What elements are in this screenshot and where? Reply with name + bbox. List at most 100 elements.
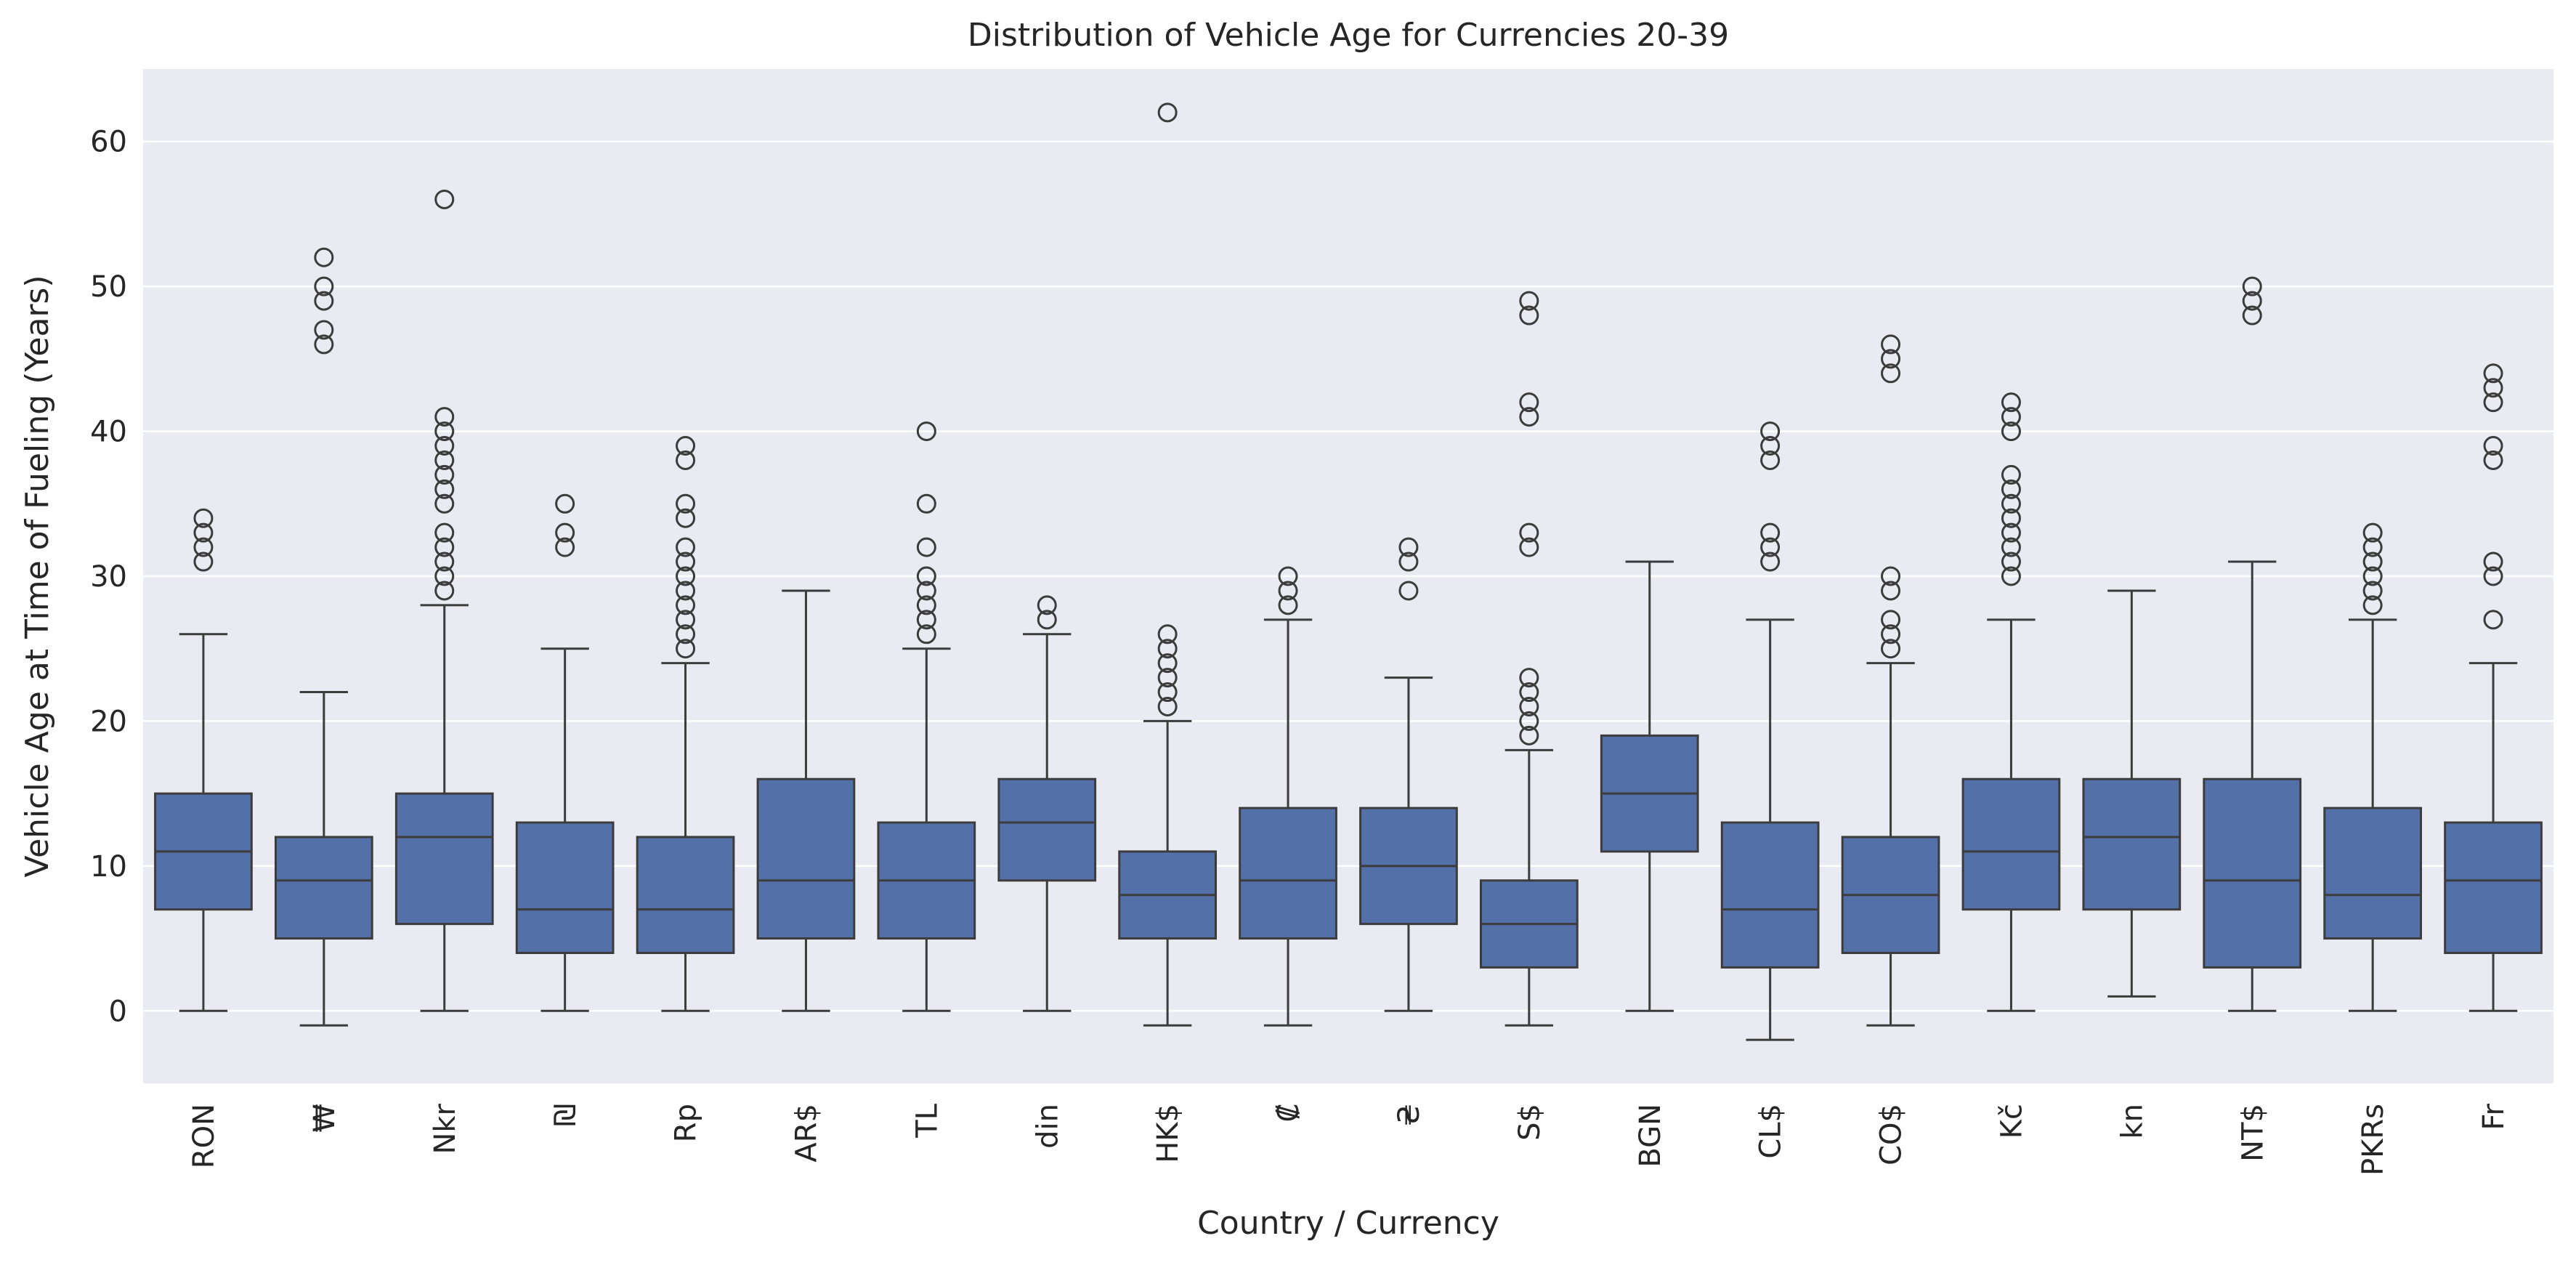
box-body bbox=[2203, 777, 2302, 969]
outlier-point bbox=[193, 508, 214, 528]
box-body bbox=[997, 777, 1097, 882]
outlier-point bbox=[1519, 407, 1539, 427]
outlier-point bbox=[1519, 392, 1539, 413]
outlier-point bbox=[676, 610, 696, 630]
outlier-point bbox=[434, 551, 455, 572]
outlier-point bbox=[1881, 334, 1901, 355]
outlier-point bbox=[2362, 522, 2383, 543]
outlier-point bbox=[2362, 537, 2383, 557]
outlier-point bbox=[916, 566, 936, 586]
outlier-point bbox=[2483, 566, 2503, 586]
outlier-point bbox=[1519, 696, 1539, 716]
outlier-point bbox=[2242, 291, 2262, 311]
outlier-point bbox=[434, 436, 455, 456]
x-tick-label: BGN bbox=[1634, 1104, 1667, 1168]
box-group bbox=[2203, 276, 2302, 1012]
outlier-point bbox=[2001, 464, 2021, 485]
outlier-point bbox=[916, 610, 936, 630]
x-tick-label: S$ bbox=[1513, 1104, 1547, 1141]
outlier-point bbox=[2001, 421, 2021, 442]
outlier-point bbox=[314, 320, 334, 340]
outlier-point bbox=[434, 566, 455, 586]
chart-title: Distribution of Vehicle Age for Currenci… bbox=[968, 17, 1729, 54]
x-tick-label: ₩ bbox=[308, 1104, 341, 1133]
outlier-point bbox=[916, 493, 936, 514]
outlier-point bbox=[434, 421, 455, 442]
outlier-point bbox=[916, 421, 936, 442]
outlier-point bbox=[1398, 551, 1419, 572]
outlier-point bbox=[916, 624, 936, 644]
outlier-point bbox=[1037, 595, 1057, 615]
outlier-point bbox=[676, 639, 696, 659]
outlier-point bbox=[1760, 522, 1781, 543]
x-tick-label: Nkr bbox=[429, 1103, 462, 1154]
outlier-point bbox=[1278, 595, 1298, 615]
box-group bbox=[636, 436, 735, 1012]
y-axis-label: Vehicle Age at Time of Fueling (Years) bbox=[19, 275, 56, 877]
box-group bbox=[394, 189, 494, 1012]
outlier-point bbox=[2001, 407, 2021, 427]
outlier-point bbox=[434, 479, 455, 499]
outlier-point bbox=[1519, 522, 1539, 543]
outlier-point bbox=[676, 508, 696, 528]
outlier-point bbox=[676, 537, 696, 557]
outlier-point bbox=[1881, 610, 1901, 630]
x-tick-label: CO$ bbox=[1875, 1104, 1908, 1165]
box-group bbox=[2444, 363, 2543, 1012]
outlier-point bbox=[916, 581, 936, 601]
outlier-point bbox=[2001, 508, 2021, 528]
outlier-point bbox=[434, 537, 455, 557]
outlier-point bbox=[1157, 668, 1178, 688]
x-tick-label: HK$ bbox=[1151, 1104, 1185, 1163]
outlier-point bbox=[434, 407, 455, 427]
outlier-point bbox=[1398, 537, 1419, 557]
box-group bbox=[1961, 392, 2061, 1012]
outlier-point bbox=[314, 334, 334, 355]
box-group bbox=[1479, 291, 1579, 1027]
outlier-point bbox=[193, 551, 214, 572]
box-body bbox=[1720, 821, 1820, 969]
outlier-point bbox=[1519, 305, 1539, 326]
box-body bbox=[274, 836, 373, 940]
outlier-point bbox=[434, 581, 455, 601]
x-tick-label: ₡ bbox=[1272, 1104, 1305, 1122]
y-tick-labels: 0 10 20 30 40 50 60 bbox=[90, 126, 127, 1029]
outlier-point bbox=[1519, 711, 1539, 731]
box-group bbox=[877, 421, 976, 1012]
box-group bbox=[1600, 560, 1699, 1012]
x-tick-label: Rp bbox=[670, 1104, 703, 1142]
outlier-point bbox=[1881, 349, 1901, 369]
box-group bbox=[2082, 589, 2182, 998]
outlier-point bbox=[2001, 479, 2021, 499]
y-tick-label: 10 bbox=[90, 850, 127, 884]
x-tick-label: ₴ bbox=[1393, 1104, 1426, 1126]
x-tick-labels: RON ₩ Nkr ₪ Rp AR$ TL din HK$ ₡ ₴ S$ BGN CL$ CO$ Kč kn NT… bbox=[187, 1103, 2511, 1176]
outlier-point bbox=[2001, 551, 2021, 572]
outlier-point bbox=[676, 595, 696, 615]
outlier-point bbox=[1881, 639, 1901, 659]
outlier-point bbox=[1760, 421, 1781, 442]
outlier-point bbox=[916, 595, 936, 615]
outlier-point bbox=[916, 537, 936, 557]
box-body bbox=[756, 777, 856, 940]
outlier-point bbox=[2483, 610, 2503, 630]
x-tick-label: TL bbox=[910, 1103, 944, 1138]
outlier-point bbox=[2362, 581, 2383, 601]
outlier-point bbox=[2001, 566, 2021, 586]
x-tick-label: kn bbox=[2115, 1104, 2149, 1139]
box-group bbox=[1118, 102, 1218, 1027]
outlier-point bbox=[1881, 581, 1901, 601]
outlier-point bbox=[555, 522, 575, 543]
outlier-point bbox=[1157, 639, 1178, 659]
box-body bbox=[636, 836, 735, 955]
outlier-point bbox=[676, 493, 696, 514]
x-tick-label: PKRs bbox=[2357, 1104, 2390, 1176]
box-body bbox=[2082, 777, 2182, 911]
box-group bbox=[1359, 537, 1458, 1012]
outlier-point bbox=[314, 276, 334, 296]
box-group bbox=[515, 493, 615, 1012]
outlier-point bbox=[193, 522, 214, 543]
outlier-point bbox=[2242, 305, 2262, 326]
outlier-point bbox=[676, 624, 696, 644]
